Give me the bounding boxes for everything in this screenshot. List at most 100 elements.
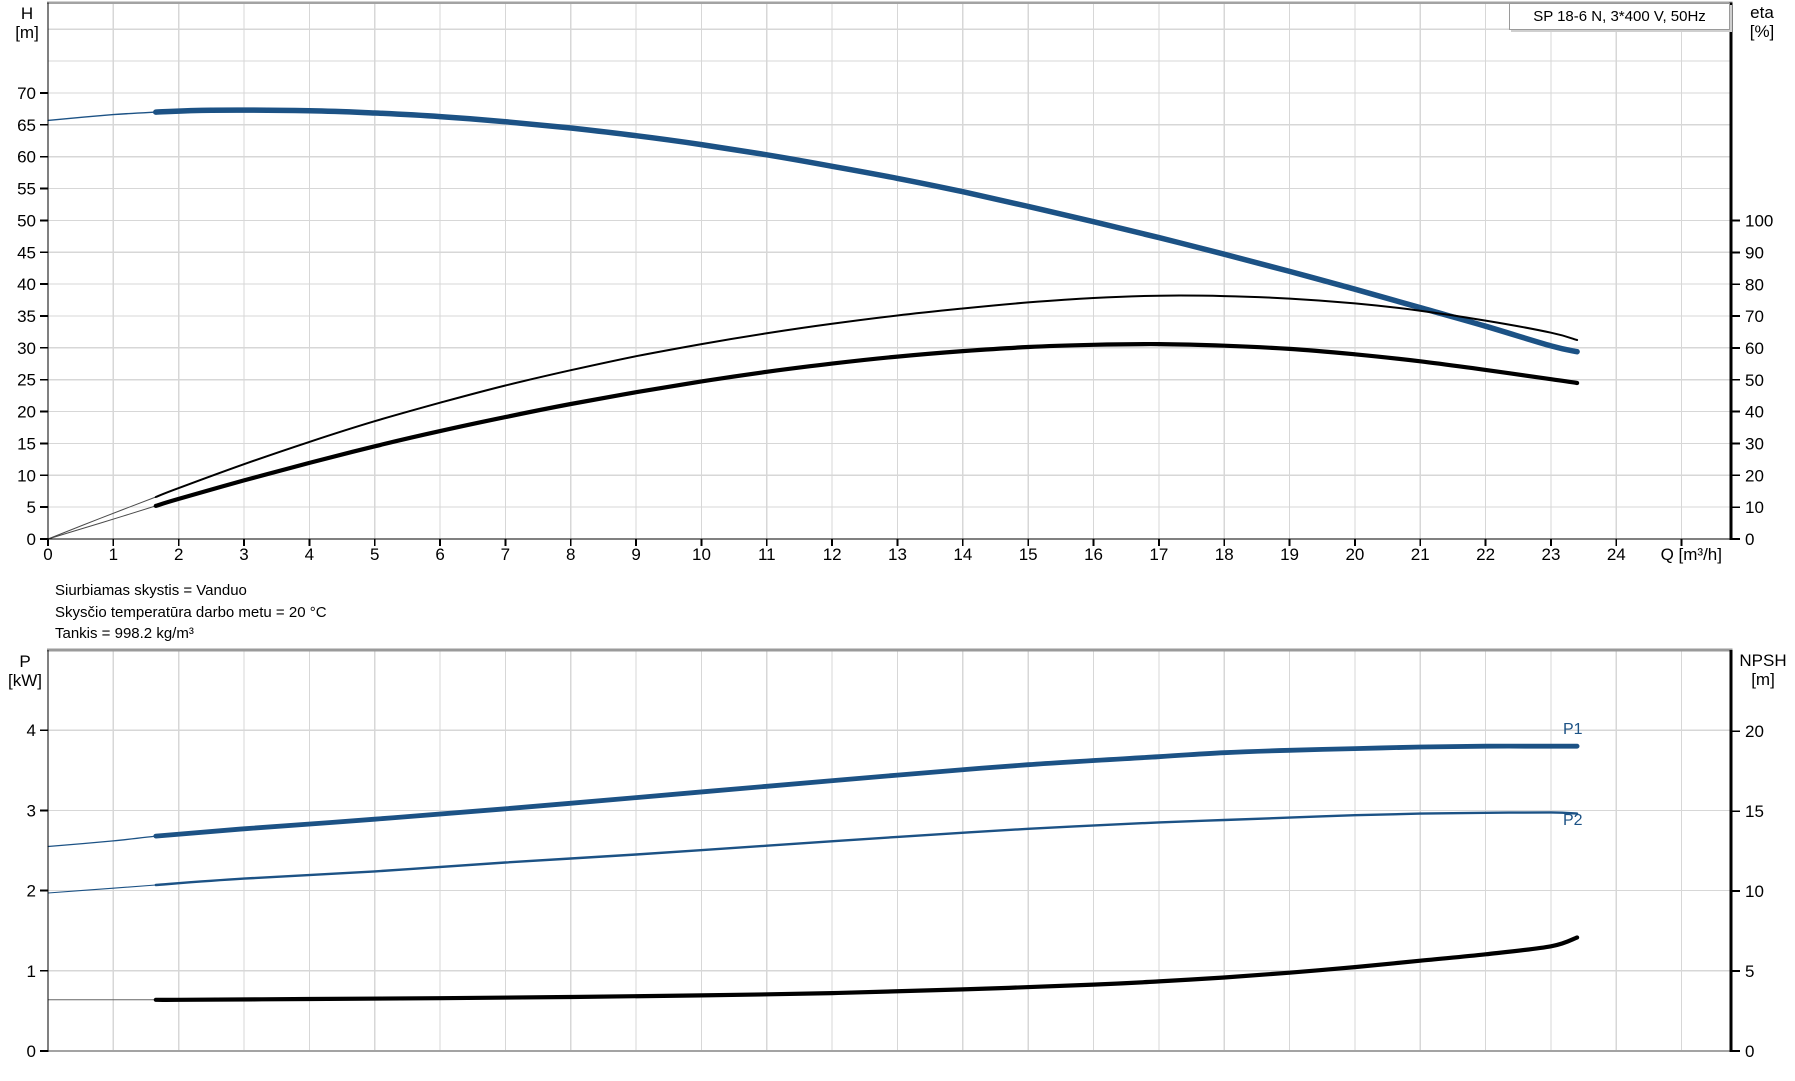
svg-text:20: 20	[1745, 722, 1764, 741]
svg-text:4: 4	[27, 721, 36, 740]
p1-curve-label: P1	[1563, 721, 1583, 738]
hq-eta-gridlines	[48, 2, 1730, 539]
svg-text:70: 70	[17, 84, 36, 103]
svg-text:10: 10	[1745, 498, 1764, 517]
svg-text:100: 100	[1745, 212, 1773, 231]
svg-text:12: 12	[823, 545, 842, 564]
svg-text:2: 2	[27, 882, 36, 901]
svg-text:0: 0	[1745, 1042, 1754, 1061]
p1-curve-lead	[47, 835, 157, 848]
eta-pump-curve	[154, 294, 1579, 498]
svg-text:19: 19	[1280, 545, 1299, 564]
svg-text:4: 4	[305, 545, 314, 564]
svg-text:11: 11	[758, 545, 776, 564]
svg-text:3: 3	[239, 545, 248, 564]
svg-text:5: 5	[27, 498, 36, 517]
power-npsh-chart: 0 1 2 3 4 0 5 10 15 20	[27, 648, 1764, 1061]
svg-text:50: 50	[1745, 371, 1764, 390]
svg-text:14: 14	[953, 545, 972, 564]
svg-text:90: 90	[1745, 243, 1764, 262]
svg-text:9: 9	[631, 545, 640, 564]
svg-text:30: 30	[1745, 434, 1764, 453]
svg-text:70: 70	[1745, 307, 1764, 326]
svg-text:10: 10	[1745, 882, 1764, 901]
p2-curve-lead	[47, 884, 157, 894]
q-axis-label: Q [m³/h]	[1660, 545, 1722, 564]
p1-curve	[153, 743, 1580, 839]
svg-text:0: 0	[27, 1042, 36, 1061]
svg-text:0: 0	[27, 530, 36, 549]
svg-text:60: 60	[1745, 339, 1764, 358]
svg-text:13: 13	[888, 545, 907, 564]
hq-eta-chart: 0510152025303540455055606570010203040506…	[17, 1, 1773, 564]
svg-text:22: 22	[1476, 545, 1495, 564]
eta-unit-curve-lead	[47, 505, 157, 540]
svg-text:45: 45	[17, 243, 36, 262]
h-axis-unit: [m]	[15, 23, 39, 42]
svg-text:80: 80	[1745, 275, 1764, 294]
p-axis-label: P [kW]	[2, 652, 48, 690]
svg-text:20: 20	[17, 403, 36, 422]
eta-pump-curve-lead	[47, 496, 157, 540]
svg-text:30: 30	[17, 339, 36, 358]
note-pumped-liquid: Siurbiamas skystis = Vanduo	[55, 582, 247, 599]
svg-text:18: 18	[1215, 545, 1234, 564]
svg-text:7: 7	[501, 545, 510, 564]
svg-text:15: 15	[1019, 545, 1038, 564]
eta-axis-unit: [%]	[1749, 22, 1775, 41]
npsh-axis-symbol: NPSH	[1739, 651, 1787, 670]
hq-eta-tick-labels: 0510152025303540455055606570010203040506…	[17, 84, 1773, 564]
svg-text:60: 60	[17, 148, 36, 167]
svg-text:0: 0	[43, 545, 52, 564]
hq-eta-curves	[47, 107, 1580, 540]
svg-text:3: 3	[27, 801, 36, 820]
svg-text:15: 15	[17, 434, 36, 453]
svg-text:55: 55	[17, 180, 36, 199]
svg-text:21: 21	[1411, 545, 1430, 564]
pump-title-text: SP 18-6 N, 3*400 V, 50Hz	[1533, 8, 1706, 25]
hq-eta-axes	[40, 1, 1740, 546]
svg-text:0: 0	[1745, 530, 1754, 549]
npsh-axis-label: NPSH [m]	[1732, 651, 1794, 689]
p-axis-unit: [kW]	[8, 671, 42, 690]
svg-text:40: 40	[1745, 403, 1764, 422]
pump-title-box: SP 18-6 N, 3*400 V, 50Hz	[1509, 3, 1730, 30]
p-axis-symbol: P	[19, 652, 31, 671]
svg-text:24: 24	[1607, 545, 1626, 564]
power-npsh-curves	[47, 743, 1580, 1002]
power-npsh-axes	[40, 648, 1740, 1052]
svg-text:5: 5	[370, 545, 379, 564]
h-axis-symbol: H	[20, 4, 34, 23]
svg-text:35: 35	[17, 307, 36, 326]
eta-axis-label: eta [%]	[1736, 3, 1788, 41]
svg-text:17: 17	[1149, 545, 1168, 564]
svg-text:15: 15	[1745, 802, 1764, 821]
power-npsh-tick-labels: 0 1 2 3 4 0 5 10 15 20	[27, 721, 1764, 1061]
svg-text:8: 8	[566, 545, 575, 564]
p2-curve-label: P2	[1563, 812, 1583, 829]
svg-text:65: 65	[17, 116, 36, 135]
h-axis-label: H [m]	[5, 4, 49, 42]
svg-text:20: 20	[1345, 545, 1364, 564]
power-npsh-gridlines	[48, 650, 1730, 1051]
eta-axis-symbol: eta	[1750, 3, 1774, 22]
svg-text:10: 10	[692, 545, 711, 564]
head-curve	[153, 107, 1580, 355]
svg-text:40: 40	[17, 275, 36, 294]
svg-text:1: 1	[27, 962, 36, 981]
svg-text:10: 10	[17, 466, 36, 485]
svg-text:20: 20	[1745, 466, 1764, 485]
svg-text:5: 5	[1745, 962, 1754, 981]
note-density: Tankis = 998.2 kg/m³	[55, 625, 194, 642]
npsh-curve	[153, 935, 1580, 1002]
operating-conditions-notes: Siurbiamas skystis = Vanduo Skysčio temp…	[55, 580, 327, 645]
svg-text:6: 6	[435, 545, 444, 564]
npsh-axis-unit: [m]	[1751, 670, 1775, 689]
note-liquid-temperature: Skysčio temperatūra darbo metu = 20 °C	[55, 603, 327, 621]
svg-text:2: 2	[174, 545, 183, 564]
head-curve-lead	[47, 111, 157, 122]
svg-text:16: 16	[1084, 545, 1103, 564]
svg-text:1: 1	[109, 545, 118, 564]
